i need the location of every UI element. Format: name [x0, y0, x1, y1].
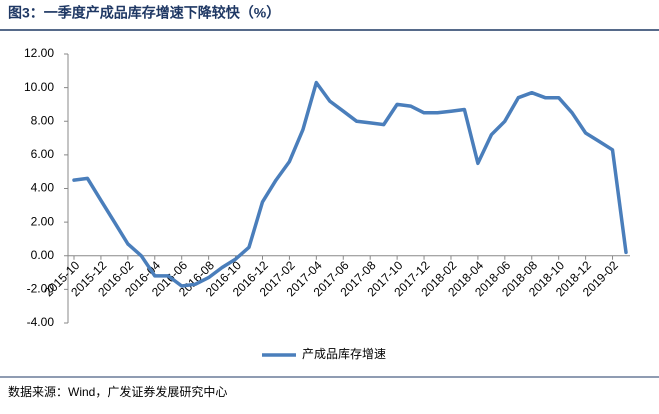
y-tick-label: 2.00: [31, 214, 55, 228]
y-tick-label: -2.00: [27, 282, 55, 296]
y-tick-label: 8.00: [31, 113, 55, 127]
chart-title: 图3：一季度产成品库存增速下降较快（%）: [8, 5, 280, 21]
y-tick-label: 10.00: [24, 80, 54, 94]
y-tick-label: 0.00: [31, 248, 55, 262]
series-line: [72, 80, 628, 288]
y-tick-label: 4.00: [31, 181, 55, 195]
legend-label: 产成品库存增速: [302, 346, 386, 361]
source: 数据来源：Wind，广发证券发展研究中心: [8, 384, 227, 399]
y-tick-label: -4.00: [27, 315, 55, 329]
y-tick-label: 12.00: [24, 46, 54, 60]
y-tick-label: 6.00: [31, 147, 55, 161]
